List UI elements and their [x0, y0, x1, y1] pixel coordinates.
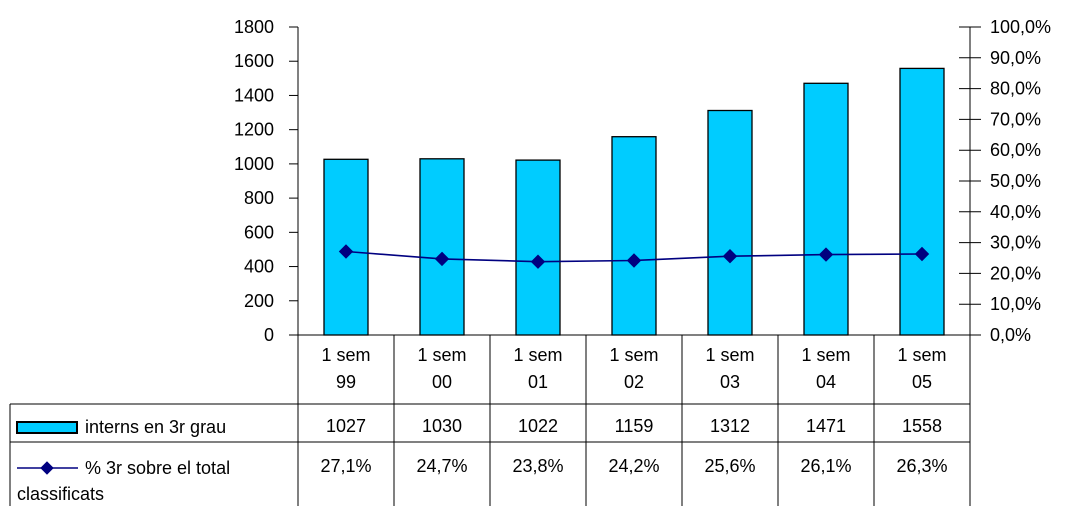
- category-label-line1: 1 sem: [321, 345, 370, 365]
- right-tick-label: 60,0%: [990, 140, 1041, 160]
- bar-2: [515, 159, 561, 336]
- category-label-line1: 1 sem: [609, 345, 658, 365]
- left-tick-label: 800: [244, 188, 274, 208]
- right-tick-label: 90,0%: [990, 48, 1041, 68]
- right-tick-label: 0,0%: [990, 325, 1031, 345]
- left-tick-label: 1000: [234, 154, 274, 174]
- category-label-line2: 01: [528, 372, 548, 392]
- table-cell-bar-value: 1558: [902, 416, 942, 436]
- category-label-line2: 00: [432, 372, 452, 392]
- table-cell-bar-value: 1022: [518, 416, 558, 436]
- legend-key-bar: [16, 421, 78, 434]
- right-tick-label: 80,0%: [990, 79, 1041, 99]
- bar-3: [611, 136, 657, 336]
- bar-1: [419, 158, 465, 336]
- bar-4: [707, 109, 753, 336]
- line-marker-4: [722, 248, 738, 264]
- left-tick-label: 1600: [234, 51, 274, 71]
- right-tick-label: 20,0%: [990, 263, 1041, 283]
- table-cell-bar-value: 1027: [326, 416, 366, 436]
- table-cell-line-value: 24,2%: [608, 456, 659, 476]
- legend-label-line-2: classificats: [17, 484, 104, 504]
- category-label-line2: 02: [624, 372, 644, 392]
- right-tick-label: 30,0%: [990, 233, 1041, 253]
- left-tick-label: 400: [244, 257, 274, 277]
- line-marker-5: [818, 247, 834, 262]
- table-cell-bar-value: 1159: [615, 416, 654, 436]
- right-tick-label: 40,0%: [990, 202, 1041, 222]
- line-marker-1: [434, 251, 450, 267]
- legend-key-line-marker: [40, 461, 54, 475]
- category-label-line2: 99: [336, 372, 356, 392]
- category-label-line2: 03: [720, 372, 740, 392]
- axes: 0 200 400 600 800 1000 1200 1400 1600 1800 0,0% 10,…: [234, 17, 1051, 345]
- line-marker-3: [626, 253, 642, 268]
- legend-label-bars: interns en 3r grau: [85, 417, 226, 437]
- category-label-line2: 04: [816, 372, 836, 392]
- bar-series: [323, 67, 945, 336]
- line-series: [338, 244, 930, 269]
- line-marker-0: [338, 244, 354, 259]
- table-cell-line-value: 24,7%: [416, 456, 467, 476]
- right-tick-label: 100,0%: [990, 17, 1051, 37]
- category-label-line1: 1 sem: [897, 345, 946, 365]
- left-tick-label: 1400: [234, 85, 274, 105]
- category-label-line1: 1 sem: [705, 345, 754, 365]
- right-tick-label: 10,0%: [990, 294, 1041, 314]
- category-label-line1: 1 sem: [417, 345, 466, 365]
- legend-label-line-1: % 3r sobre el total: [85, 458, 230, 478]
- left-tick-label: 600: [244, 222, 274, 242]
- left-tick-label: 1800: [234, 17, 274, 37]
- table-cell-line-value: 26,3%: [896, 456, 947, 476]
- line-marker-6: [914, 246, 930, 262]
- table-cell-line-value: 27,1%: [320, 456, 371, 476]
- right-tick-label: 70,0%: [990, 109, 1041, 129]
- category-label-line1: 1 sem: [801, 345, 850, 365]
- left-tick-label: 1200: [234, 120, 274, 140]
- bar-5: [803, 82, 849, 336]
- category-label-line1: 1 sem: [513, 345, 562, 365]
- left-tick-label: 0: [264, 325, 274, 345]
- bar-6: [899, 67, 945, 336]
- left-tick-label: 200: [244, 291, 274, 311]
- data-table: 1 sem 99 1 sem 00 1 sem 01 1 sem 02 1 sem 03 1 sem…: [9, 334, 971, 506]
- right-tick-label: 50,0%: [990, 171, 1041, 191]
- table-cell-line-value: 23,8%: [512, 456, 563, 476]
- table-cell-line-value: 25,6%: [704, 456, 755, 476]
- table-cell-bar-value: 1030: [422, 416, 462, 436]
- table-cell-line-value: 26,1%: [800, 456, 851, 476]
- line-marker-2: [530, 254, 546, 269]
- table-cell-bar-value: 1312: [710, 416, 750, 436]
- category-label-line2: 05: [912, 372, 932, 392]
- table-cell-bar-value: 1471: [806, 416, 846, 436]
